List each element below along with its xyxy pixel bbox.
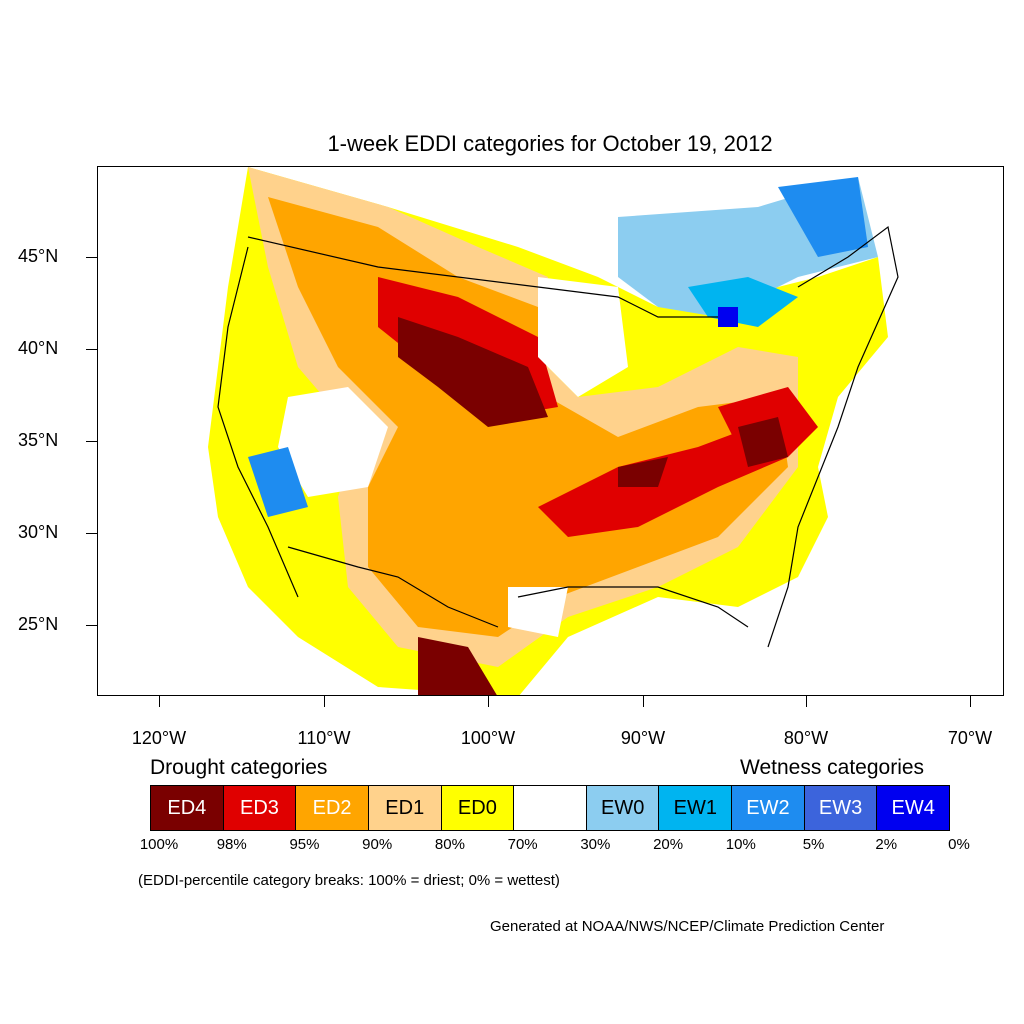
drought-categories-heading: Drought categories: [150, 756, 328, 779]
ytick-label-30: 30°N: [18, 522, 59, 542]
map-title: 1-week EDDI categories for October 19, 2…: [327, 131, 773, 156]
xtick-70: [970, 696, 971, 707]
ytick-label-40: 40°N: [18, 338, 59, 358]
credit-line: Generated at NOAA/NWS/NCEP/Climate Predi…: [490, 918, 885, 935]
region-ed4-plains: [398, 317, 548, 427]
percent-break-label: 10%: [725, 836, 756, 853]
legend-cell-ew2: EW2: [732, 786, 805, 830]
region-ew4-lake: [718, 307, 738, 327]
region-ed3-south: [538, 417, 788, 537]
ytick-40: [86, 349, 97, 350]
legend-cell-ew3: EW3: [804, 786, 878, 830]
legend-cell-ew1: EW1: [659, 786, 733, 830]
percent-break-label: 90%: [362, 836, 393, 853]
ytick-35: [86, 441, 97, 442]
region-ed4-mexico: [418, 637, 497, 695]
xtick-label-80: 80°W: [783, 728, 829, 748]
xtick-label-100: 100°W: [460, 728, 516, 748]
legend-cell-ew0: EW0: [586, 786, 660, 830]
ytick-45: [86, 257, 97, 258]
region-neutral-west: [278, 387, 388, 497]
legend-cell-ew4: EW4: [877, 786, 950, 830]
gulf-coastline: [517, 586, 749, 628]
percent-break-label: 80%: [434, 836, 465, 853]
legend-cell-neutral: [514, 786, 587, 830]
region-neutral-south: [508, 587, 568, 637]
xtick-label-110: 110°W: [297, 728, 351, 748]
ytick-label-35: 35°N: [18, 430, 59, 450]
legend-cell-ed4: ED4: [151, 786, 224, 830]
region-ew2-southwest: [248, 447, 308, 517]
west-coastline: [217, 246, 299, 598]
xtick-120: [159, 696, 160, 707]
region-ed4-appalachia: [738, 417, 788, 467]
boundaries: [217, 225, 899, 648]
percent-break-label: 2%: [875, 836, 898, 853]
xtick-110: [324, 696, 325, 707]
eddi-map: [97, 166, 1004, 696]
legend-cell-ed3: ED3: [223, 786, 297, 830]
wetness-categories-heading: Wetness categories: [740, 756, 925, 779]
ytick-30: [86, 533, 97, 534]
eddi-map-svg: [208, 167, 899, 695]
xtick-90: [643, 696, 644, 707]
percent-break-label: 100%: [139, 836, 179, 853]
legend-cell-ed2: ED2: [296, 786, 369, 830]
us-canada-border: [247, 236, 718, 318]
category-breaks-note: (EDDI-percentile category breaks: 100% =…: [138, 872, 560, 889]
xtick-80: [806, 696, 807, 707]
xtick-label-90: 90°W: [620, 728, 666, 748]
ytick-25: [86, 625, 97, 626]
east-coastline: [767, 225, 899, 648]
ytick-label-45: 45°N: [18, 246, 59, 266]
percent-break-label: 70%: [507, 836, 538, 853]
percent-break-label: 30%: [580, 836, 611, 853]
xtick-label-70: 70°W: [947, 728, 993, 748]
ytick-label-25: 25°N: [18, 614, 59, 634]
region-ew1-greatlakes: [688, 277, 798, 327]
region-ew2-ne: [778, 177, 868, 257]
percent-break-label: 98%: [216, 836, 247, 853]
percent-break-label: 5%: [802, 836, 825, 853]
percent-break-label: 95%: [289, 836, 320, 853]
region-neutral-midwest: [538, 277, 628, 397]
xtick-label-120: 120°W: [131, 728, 187, 748]
legend-cell-ed1: ED1: [368, 786, 442, 830]
percent-break-label: 0%: [948, 836, 970, 853]
legend-color-bar: ED4 ED3 ED2 ED1 ED0 EW0 EW1 EW2 EW3 EW4: [150, 785, 950, 831]
percent-break-label: 20%: [653, 836, 684, 853]
region-ed4-central: [618, 457, 668, 487]
xtick-100: [488, 696, 489, 707]
legend-cell-ed0: ED0: [441, 786, 515, 830]
us-mexico-border: [287, 546, 499, 628]
